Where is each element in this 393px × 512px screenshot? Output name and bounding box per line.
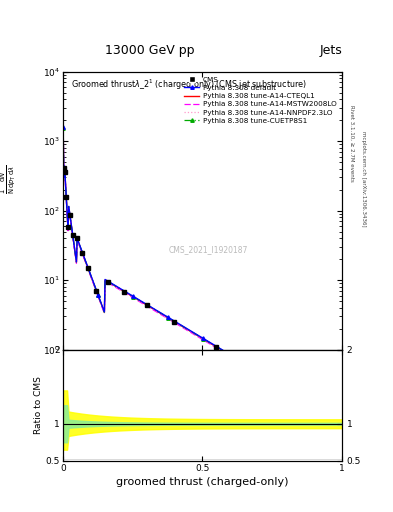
- Legend: CMS, Pythia 8.308 default, Pythia 8.308 tune-A14-CTEQL1, Pythia 8.308 tune-A14-M: CMS, Pythia 8.308 default, Pythia 8.308 …: [182, 75, 338, 125]
- Text: $\frac{1}{\mathrm{N}}\frac{\mathrm{d}N}{\mathrm{d}p_\mathrm{T}\,\mathrm{d}\lambd: $\frac{1}{\mathrm{N}}\frac{\mathrm{d}N}{…: [0, 164, 18, 194]
- Text: Groomed thrust$\lambda\_2^1$ (charged only) (CMS jet substructure): Groomed thrust$\lambda\_2^1$ (charged on…: [71, 77, 307, 92]
- Text: 13000 GeV pp: 13000 GeV pp: [105, 44, 194, 57]
- Text: CMS_2021_I1920187: CMS_2021_I1920187: [168, 245, 248, 254]
- Y-axis label: Ratio to CMS: Ratio to CMS: [34, 376, 43, 434]
- Text: mcplots.cern.ch [arXiv:1306.3436]: mcplots.cern.ch [arXiv:1306.3436]: [361, 132, 366, 227]
- Text: Jets: Jets: [319, 44, 342, 57]
- Text: Rivet 3.1.10, ≥ 2.7M events: Rivet 3.1.10, ≥ 2.7M events: [349, 105, 354, 182]
- X-axis label: groomed thrust (charged-only): groomed thrust (charged-only): [116, 477, 288, 487]
